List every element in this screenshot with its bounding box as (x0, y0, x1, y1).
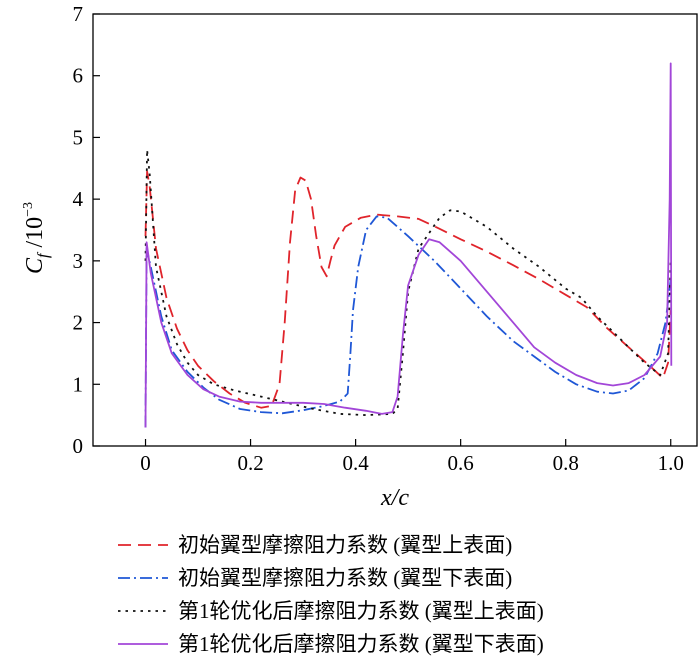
x-tick-label: 0 (140, 451, 151, 475)
x-tick-label: 1.0 (658, 451, 684, 475)
axis-ticks: 0 0.2 0.4 0.6 0.8 1.0 0 1 2 3 4 5 6 7 (73, 2, 684, 475)
x-tick-label: 0.4 (342, 451, 369, 475)
y-tick-label: 4 (73, 187, 84, 211)
y-tick-label: 3 (73, 249, 84, 273)
series-line-2 (144, 215, 672, 428)
x-tick-label: 0.6 (448, 451, 474, 475)
series-line-4 (144, 62, 673, 428)
legend-label-2: 初始翼型摩擦阻力系数 (翼型下表面) (178, 566, 512, 590)
legend-label-4: 第1轮优化后摩擦阻力系数 (翼型下表面) (178, 632, 544, 656)
x-axis-title: x/c (380, 485, 409, 511)
y-tick-label: 6 (73, 64, 84, 88)
y-tick-label: 2 (73, 311, 84, 335)
legend-label-1: 初始翼型摩擦阻力系数 (翼型上表面) (178, 533, 512, 557)
series-line-1 (144, 170, 672, 409)
y-tick-label: 5 (73, 125, 84, 149)
plot-frame (92, 13, 698, 447)
legend-label-3: 第1轮优化后摩擦阻力系数 (翼型上表面) (178, 599, 544, 623)
series-layer (144, 62, 673, 428)
x-tick-label: 0.8 (553, 451, 579, 475)
series-line-3 (144, 148, 672, 416)
y-axis-title: Cf /10−3 (21, 202, 52, 274)
y-tick-label: 7 (73, 2, 84, 26)
y-tick-label: 1 (73, 372, 84, 396)
x-tick-label: 0.2 (237, 451, 263, 475)
legend: 初始翼型摩擦阻力系数 (翼型上表面) 初始翼型摩擦阻力系数 (翼型下表面) 第1轮优… (118, 533, 544, 656)
y-tick-label: 0 (73, 434, 84, 458)
